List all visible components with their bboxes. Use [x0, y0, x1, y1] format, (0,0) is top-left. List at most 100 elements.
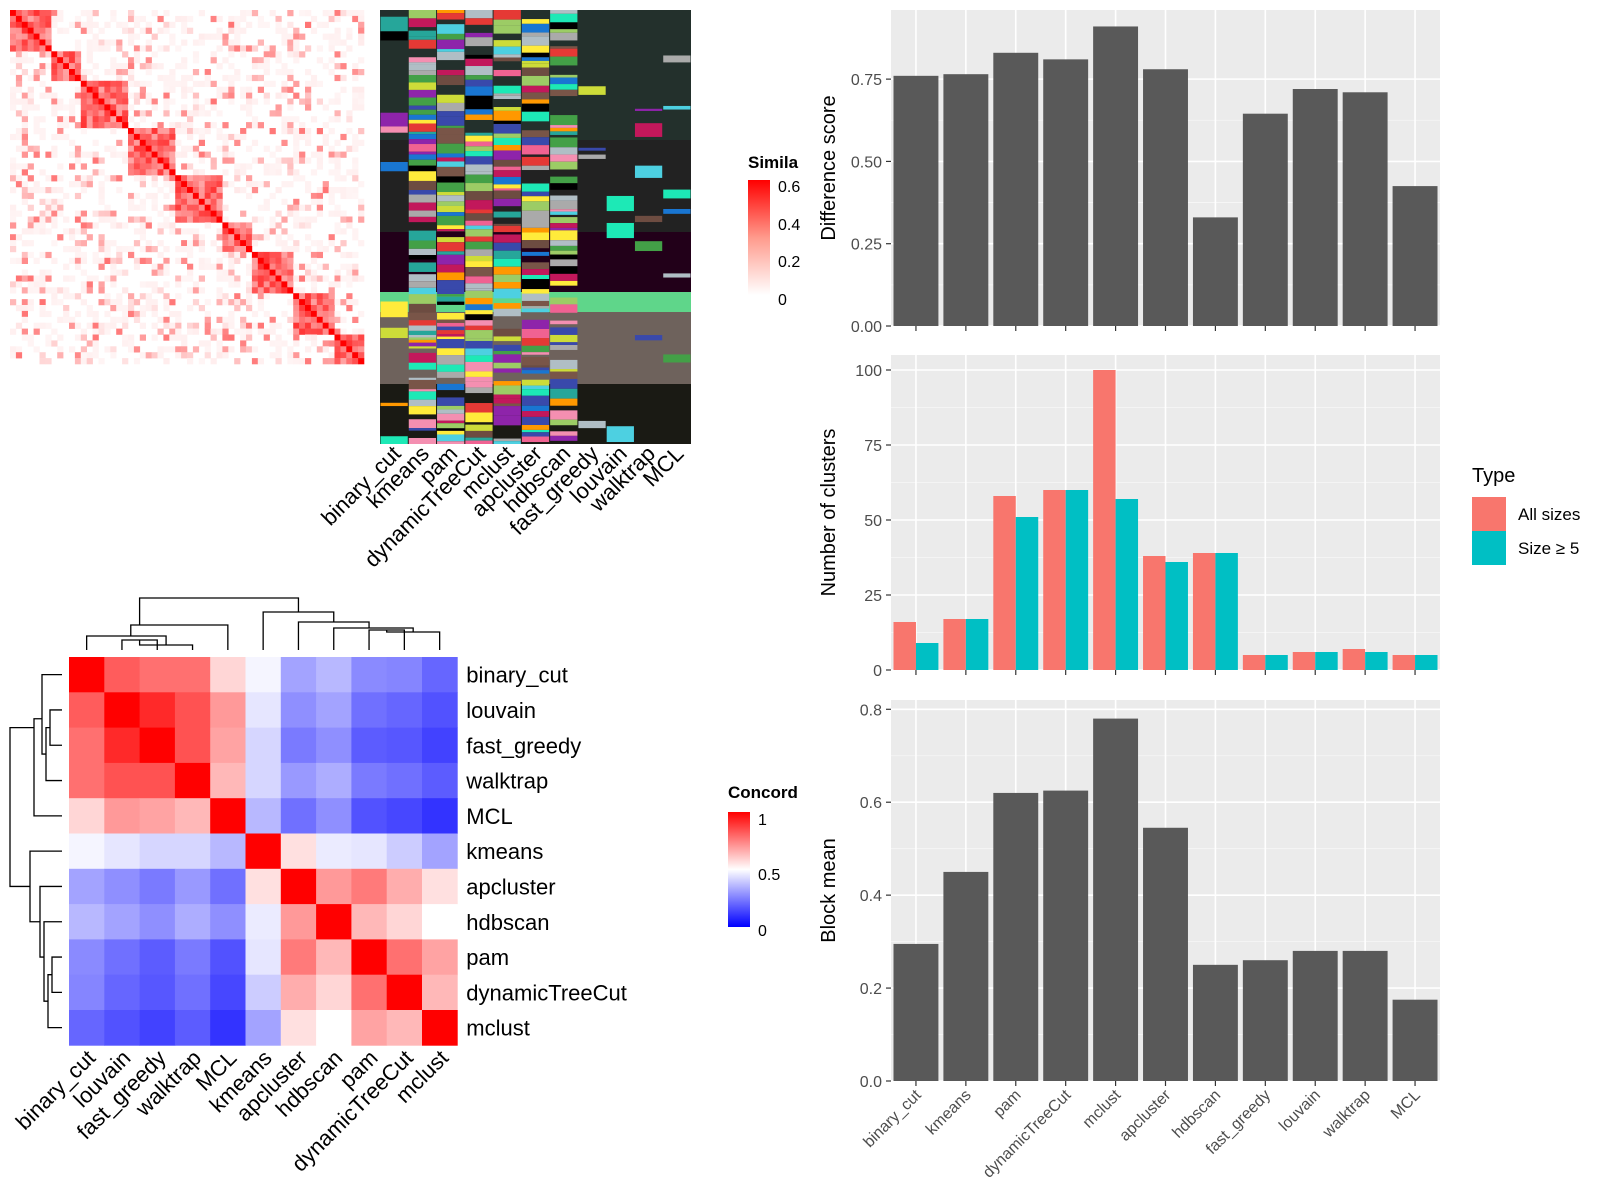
similarity-cell	[228, 246, 235, 253]
similarity-cell	[210, 157, 217, 164]
similarity-cell	[257, 281, 264, 288]
similarity-cell	[240, 92, 247, 99]
similarity-cell	[310, 27, 318, 34]
similarity-cell	[39, 45, 46, 52]
y-tick-label: 0.8	[860, 702, 882, 719]
similarity-cell	[57, 316, 64, 323]
similarity-cell	[45, 86, 52, 93]
annotation-cell	[550, 304, 578, 313]
similarity-cell	[21, 57, 28, 64]
similarity-cell	[216, 92, 223, 99]
annotation-cell	[493, 398, 521, 404]
similarity-cell	[251, 310, 259, 318]
similarity-cell	[352, 346, 359, 353]
similarity-cell	[39, 33, 46, 40]
concordance-cell	[316, 974, 352, 1011]
similarity-cell	[310, 74, 318, 82]
concordance-cell	[104, 939, 140, 976]
similarity-cell	[175, 175, 182, 182]
similarity-cell	[139, 175, 146, 182]
similarity-cell	[145, 246, 152, 253]
similarity-cell	[27, 104, 34, 111]
annotation-cell	[408, 377, 437, 380]
similarity-cell	[128, 299, 135, 306]
similarity-cell	[192, 198, 200, 205]
similarity-cell	[92, 139, 99, 146]
similarity-cell	[198, 10, 205, 17]
similarity-cell	[69, 98, 76, 105]
similarity-cell	[10, 133, 17, 141]
similarity-cell	[228, 39, 235, 46]
similarity-cell	[210, 198, 217, 205]
similarity-cell	[45, 198, 52, 205]
similarity-cell	[15, 128, 23, 135]
similarity-cell	[334, 340, 341, 347]
similarity-cell	[128, 340, 135, 347]
similarity-cell	[334, 116, 341, 123]
similarity-cell	[275, 346, 282, 353]
annotation-cell	[493, 282, 521, 289]
similarity-cell	[15, 322, 23, 329]
similarity-cell	[210, 15, 217, 23]
annotation-cell	[493, 93, 521, 96]
similarity-cell	[163, 346, 170, 353]
concordance-cell	[245, 798, 282, 834]
similarity-cell	[116, 251, 123, 259]
annotation-cell	[634, 215, 663, 223]
similarity-cell	[234, 228, 241, 235]
similarity-cell	[57, 10, 64, 17]
similarity-cell	[246, 263, 253, 270]
similarity-cell	[51, 175, 58, 182]
similarity-cell	[27, 145, 34, 152]
similarity-cell	[251, 63, 259, 70]
similarity-cell	[198, 39, 205, 46]
similarity-cell	[63, 287, 70, 294]
annotation-cell	[437, 225, 465, 230]
similarity-cell	[263, 310, 270, 318]
similarity-cell	[122, 157, 129, 164]
annotation-cell	[550, 56, 578, 66]
similarity-cell	[257, 63, 264, 70]
similarity-cell	[128, 246, 135, 253]
similarity-cell	[145, 80, 152, 87]
similarity-cell	[251, 234, 259, 241]
similarity-cell	[275, 234, 282, 241]
similarity-cell	[234, 45, 241, 52]
similarity-cell	[352, 328, 359, 335]
similarity-cell	[110, 122, 117, 129]
similarity-cell	[269, 322, 276, 329]
similarity-cell	[145, 57, 152, 64]
annotation-cell	[465, 54, 493, 59]
similarity-cell	[222, 181, 229, 188]
similarity-cell	[104, 310, 111, 318]
similarity-cell	[15, 74, 23, 82]
similarity-cell	[157, 240, 164, 247]
similarity-cell	[151, 151, 158, 158]
similarity-cell	[204, 216, 211, 223]
similarity-cell	[45, 15, 52, 23]
similarity-cell	[216, 198, 223, 205]
similarity-cell	[251, 281, 259, 288]
similarity-cell	[175, 228, 182, 235]
annotation-cell	[437, 423, 465, 429]
similarity-cell	[322, 293, 329, 300]
concordance-cell	[174, 904, 211, 940]
similarity-cell	[181, 352, 188, 359]
annotation-cell	[550, 398, 578, 406]
similarity-cell	[133, 128, 141, 135]
similarity-cell	[92, 45, 99, 52]
similarity-cell	[251, 251, 259, 259]
similarity-cell	[251, 269, 259, 276]
similarity-cell	[157, 139, 164, 146]
bar	[1192, 217, 1238, 327]
concordance-cell	[69, 868, 105, 905]
annotation-cell	[493, 57, 521, 62]
similarity-cell	[358, 21, 365, 28]
similarity-cell	[57, 27, 64, 34]
annotation-cell	[465, 249, 493, 256]
similarity-cell	[110, 151, 117, 158]
similarity-cell	[175, 322, 182, 329]
annotation-cell	[437, 229, 465, 232]
similarity-cell	[299, 322, 306, 329]
annotation-cell	[437, 434, 465, 442]
